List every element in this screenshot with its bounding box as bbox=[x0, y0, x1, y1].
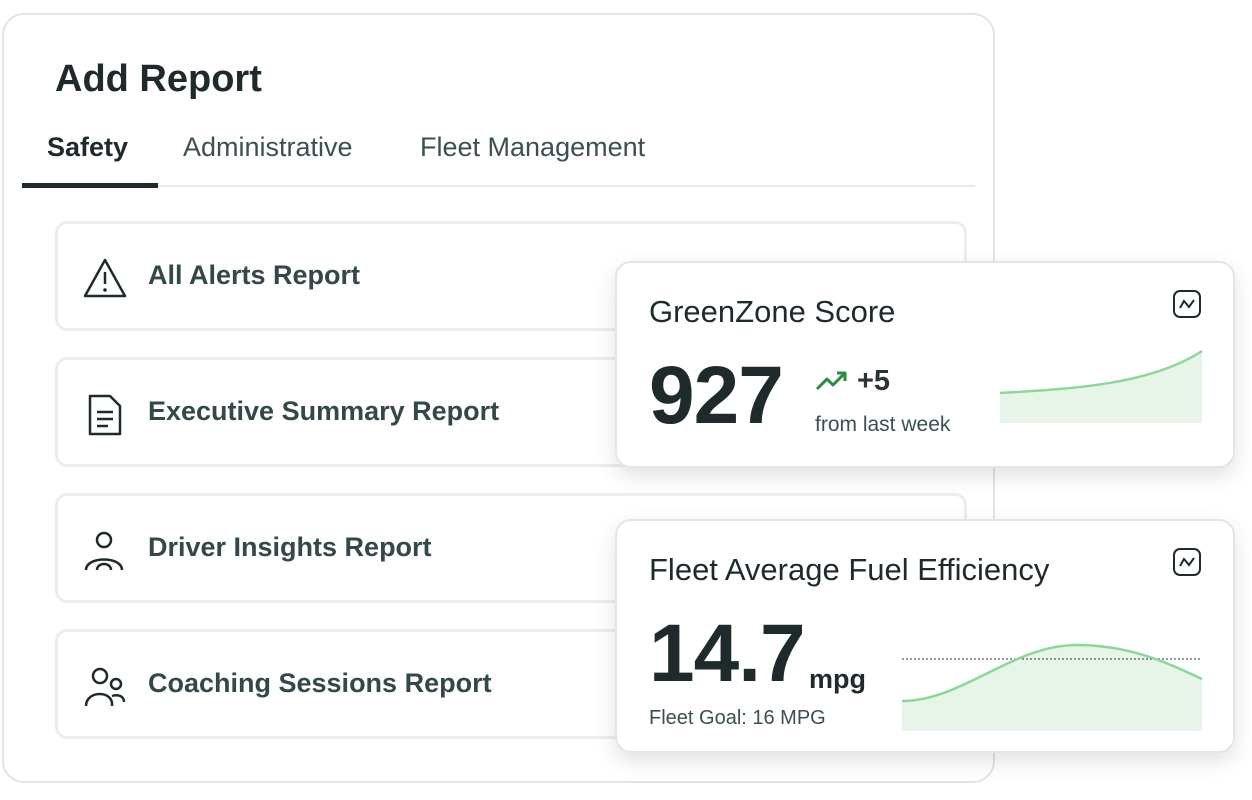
card-title: GreenZone Score bbox=[649, 294, 896, 329]
report-label: Coaching Sessions Report bbox=[148, 668, 492, 698]
tab[interactable]: Safety bbox=[47, 132, 129, 162]
fuel-unit: mpg bbox=[809, 664, 866, 694]
report-label: All Alerts Report bbox=[148, 260, 361, 290]
score-value: 927 bbox=[649, 350, 784, 441]
driver-icon bbox=[84, 531, 124, 571]
active-tab-indicator bbox=[22, 183, 158, 188]
report-label: Driver Insights Report bbox=[148, 532, 432, 562]
chart-icon[interactable] bbox=[1172, 289, 1202, 319]
card-title: Fleet Average Fuel Efficiency bbox=[649, 552, 1050, 587]
fuel-card: Fleet Average Fuel Efficiency 14.7 mpg F… bbox=[615, 519, 1235, 753]
tab[interactable]: Administrative bbox=[183, 132, 353, 162]
change-note: from last week bbox=[815, 413, 951, 436]
coaching-icon bbox=[84, 667, 126, 707]
sparkline bbox=[902, 643, 1203, 731]
greenzone-card: GreenZone Score 927 +5 from last week bbox=[615, 261, 1235, 468]
score-change: +5 bbox=[857, 365, 891, 397]
panel-title: Add Report bbox=[55, 58, 262, 100]
tab[interactable]: Fleet Management bbox=[420, 132, 646, 162]
trend-up-icon bbox=[815, 371, 847, 391]
report-label: Executive Summary Report bbox=[148, 396, 500, 426]
alert-icon bbox=[83, 258, 127, 298]
chart-icon[interactable] bbox=[1172, 547, 1202, 577]
sparkline bbox=[1000, 349, 1203, 423]
tab-divider bbox=[22, 185, 975, 187]
document-icon bbox=[88, 394, 122, 436]
report-item[interactable]: All Alerts Report bbox=[55, 221, 967, 331]
fleet-goal: Fleet Goal: 16 MPG bbox=[649, 707, 826, 729]
fuel-value: 14.7 bbox=[649, 608, 806, 699]
